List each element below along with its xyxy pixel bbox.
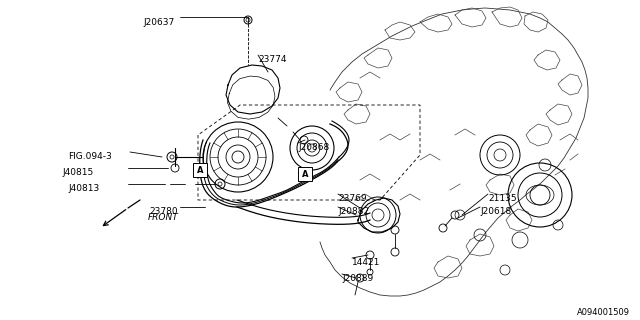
Text: J20868: J20868 <box>298 143 329 152</box>
Text: J40813: J40813 <box>68 184 99 193</box>
Text: J20618: J20618 <box>480 207 511 216</box>
FancyBboxPatch shape <box>193 163 207 177</box>
Text: A: A <box>196 165 204 174</box>
Text: 23769: 23769 <box>338 194 367 203</box>
Text: 21135: 21135 <box>488 194 516 203</box>
Text: J40815: J40815 <box>62 168 93 177</box>
Text: 23780: 23780 <box>149 207 178 216</box>
Text: A: A <box>301 170 308 179</box>
Text: J20637: J20637 <box>144 18 175 27</box>
Text: A094001509: A094001509 <box>577 308 630 317</box>
Text: 23774: 23774 <box>258 55 287 64</box>
Text: 14421: 14421 <box>352 258 380 267</box>
Text: FRONT: FRONT <box>148 213 179 222</box>
Text: FIG.094-3: FIG.094-3 <box>68 152 112 161</box>
Text: J20882: J20882 <box>338 207 369 216</box>
Text: J20889: J20889 <box>342 274 373 283</box>
FancyBboxPatch shape <box>298 167 312 181</box>
